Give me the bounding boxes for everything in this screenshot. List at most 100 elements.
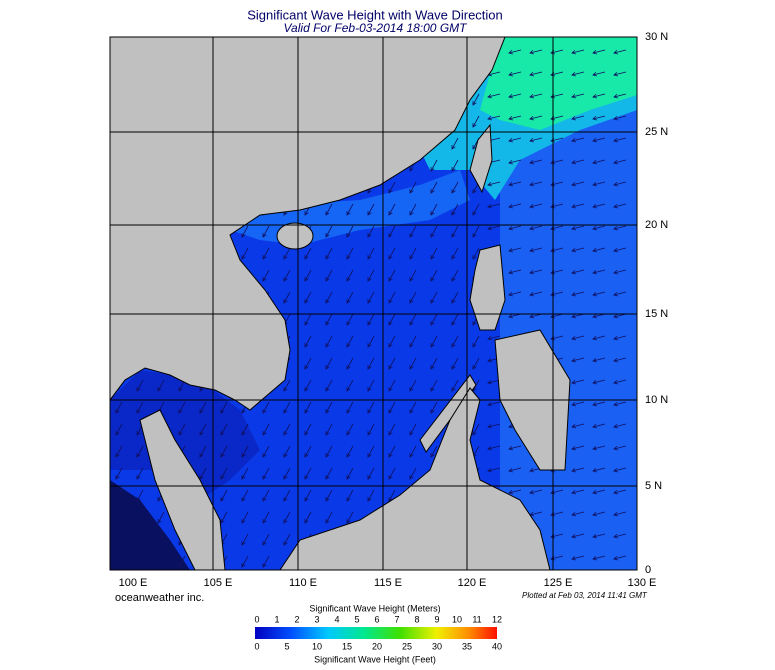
arrow <box>346 269 354 282</box>
arrow <box>430 357 438 370</box>
arrow <box>592 489 606 495</box>
arrow <box>529 269 543 275</box>
arrow <box>487 93 501 99</box>
subtitle: Valid For Feb-03-2014 18:00 GMT <box>284 21 469 35</box>
arrow <box>430 247 438 260</box>
arrow <box>346 445 354 458</box>
arrow <box>508 247 522 253</box>
arrow <box>430 379 438 392</box>
arrow <box>409 291 417 304</box>
arrow <box>115 401 123 414</box>
arrow <box>346 467 354 480</box>
graticule <box>110 37 637 570</box>
arrow <box>388 401 396 414</box>
arrow <box>346 291 354 304</box>
lon-label: 100 E <box>119 577 148 589</box>
arrow <box>472 335 480 348</box>
arrow <box>430 225 438 238</box>
arrow <box>325 291 333 304</box>
arrow <box>571 93 585 99</box>
arrow <box>472 115 480 128</box>
arrow <box>508 445 522 451</box>
arrow <box>529 137 543 143</box>
arrow <box>613 181 627 187</box>
arrow <box>529 159 543 165</box>
arrow <box>508 291 522 297</box>
arrow <box>508 269 522 275</box>
arrow <box>592 467 606 473</box>
arrow <box>430 445 438 458</box>
arrow <box>571 225 585 231</box>
lat-label: 30 N <box>645 31 668 43</box>
meters-tick: 1 <box>274 614 279 624</box>
arrow <box>241 467 249 480</box>
legend-feet-title: Significant Wave Height (Feet) <box>314 654 436 664</box>
arrow <box>367 225 375 238</box>
arrow <box>262 467 270 480</box>
credit: oceanweather inc. <box>115 592 204 604</box>
arrow <box>283 269 291 282</box>
meters-tick: 10 <box>452 614 462 624</box>
arrow <box>304 445 312 458</box>
arrow <box>367 445 375 458</box>
arrow <box>613 93 627 99</box>
arrow <box>409 269 417 282</box>
arrow <box>388 423 396 436</box>
plotted-note: Plotted at Feb 03, 2014 11:41 GMT <box>522 591 648 600</box>
arrow <box>409 203 417 216</box>
arrow <box>451 225 459 238</box>
arrow <box>508 71 522 77</box>
meters-tick: 7 <box>394 614 399 624</box>
arrow <box>388 357 396 370</box>
arrow <box>409 423 417 436</box>
lon-label: 110 E <box>289 577 317 589</box>
arrow <box>367 357 375 370</box>
arrow <box>367 379 375 392</box>
lon-label: 130 E <box>628 577 657 589</box>
arrow <box>487 115 501 121</box>
arrow <box>199 401 207 414</box>
meters-tick: 9 <box>434 614 439 624</box>
arrow <box>451 247 459 260</box>
arrow <box>346 379 354 392</box>
arrow <box>592 555 606 561</box>
feet-tick: 20 <box>372 641 382 651</box>
arrow <box>157 511 165 524</box>
arrow <box>529 115 543 121</box>
arrow <box>409 401 417 414</box>
arrow <box>325 313 333 326</box>
arrow <box>571 269 585 275</box>
arrow <box>367 291 375 304</box>
arrow <box>592 71 606 77</box>
meters-tick: 6 <box>374 614 379 624</box>
arrow <box>529 93 543 99</box>
arrow <box>220 489 228 502</box>
lat-label: 15 N <box>645 308 668 320</box>
arrow <box>430 291 438 304</box>
arrow <box>613 137 627 143</box>
lon-label: 115 E <box>374 577 402 589</box>
arrow <box>388 445 396 458</box>
arrow <box>613 445 627 451</box>
arrow <box>241 533 249 546</box>
arrow <box>451 181 459 194</box>
arrow <box>388 467 396 480</box>
arrow <box>346 423 354 436</box>
arrow <box>136 533 144 546</box>
arrow <box>571 533 585 539</box>
arrow <box>304 269 312 282</box>
arrow <box>367 269 375 282</box>
arrow <box>451 357 459 370</box>
arrow <box>487 445 501 451</box>
arrow <box>304 335 312 348</box>
arrow <box>613 115 627 121</box>
arrow <box>367 203 375 216</box>
arrow <box>613 247 627 253</box>
arrow <box>367 335 375 348</box>
arrow <box>592 137 606 143</box>
arrow <box>613 203 627 209</box>
feet-tick: 10 <box>312 641 322 651</box>
arrow <box>283 511 291 524</box>
arrow <box>472 357 480 370</box>
arrow <box>115 533 123 546</box>
